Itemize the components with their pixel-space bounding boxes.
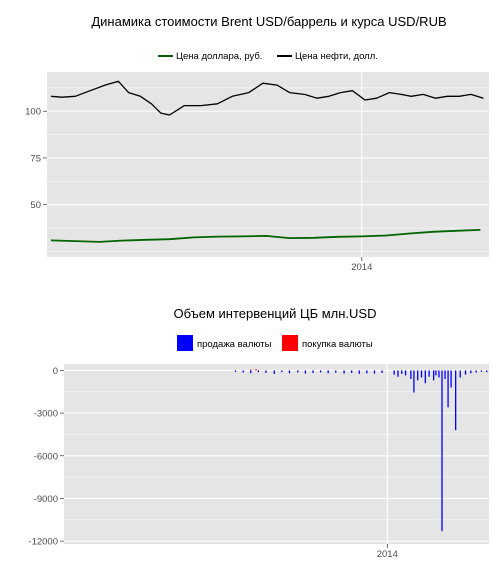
bar-sale xyxy=(281,370,283,373)
chart2-y-axis: -12000 -9000 -6000 -3000 0 xyxy=(28,366,64,548)
bar-sale xyxy=(397,370,399,377)
chart2-legend: продажа валюты покупка валюты xyxy=(177,335,373,351)
chart2-gridlines xyxy=(64,364,489,544)
chart2-y-tick-minus-12000: -12000 xyxy=(28,537,64,548)
bar-sale xyxy=(447,370,449,408)
chart1-y-tick-100: 100 xyxy=(25,107,47,118)
bar-sale xyxy=(351,370,353,373)
chart2-y-tick-label-minus-12000: -12000 xyxy=(28,537,58,548)
bar-sale xyxy=(304,370,307,374)
bar-sale xyxy=(424,370,426,384)
bar-sale xyxy=(441,370,443,532)
bar-sale xyxy=(250,370,252,374)
chart2-y-tick-minus-6000: -6000 xyxy=(34,451,64,462)
chart1-legend-label-oil: Цена нефти, долл. xyxy=(295,51,378,62)
chart1-x-axis: 2014 xyxy=(351,257,372,273)
chart1-gridlines xyxy=(47,72,489,257)
bar-sale xyxy=(455,370,457,431)
chart1-y-axis: 50 75 100 xyxy=(25,107,47,211)
bar-sale xyxy=(464,370,467,375)
bar-purchase xyxy=(255,369,257,371)
chart2-legend-label-sale: продажа валюты xyxy=(197,339,272,350)
chart2-y-tick-label-minus-6000: -6000 xyxy=(34,451,58,462)
chart1-title: Динамика стоимости Brent USD/баррель и к… xyxy=(91,14,446,29)
series-line-brent xyxy=(50,80,484,116)
bar-sale xyxy=(393,370,395,375)
chart1-legend: Цена доллара, руб. Цена нефти, долл. xyxy=(158,51,378,62)
bar-sale xyxy=(480,370,483,372)
bar-sale xyxy=(343,370,345,374)
bar-sale xyxy=(450,370,452,388)
bar-sale xyxy=(401,370,403,374)
chart2-y-tick-label-minus-3000: -3000 xyxy=(34,409,58,420)
bar-sale xyxy=(435,370,437,376)
chart1-x-tick-2014: 2014 xyxy=(351,257,372,273)
chart1-y-tick-50: 50 xyxy=(30,200,47,211)
bar-sale xyxy=(312,370,314,373)
bar-sale xyxy=(297,370,299,373)
bar-sale xyxy=(327,370,329,374)
chart2-title: Объем интервенций ЦБ млн.USD xyxy=(173,306,376,321)
bar-sale xyxy=(438,370,440,378)
bar-sale xyxy=(404,370,407,376)
bar-sale xyxy=(470,370,472,374)
chart2-y-tick-0: 0 xyxy=(53,366,64,377)
bar-sale xyxy=(273,370,275,374)
bar-sale xyxy=(319,370,322,373)
bar-sale xyxy=(242,370,244,373)
chart2-y-tick-label-minus-9000: -9000 xyxy=(34,494,58,505)
chart2-y-tick-minus-3000: -3000 xyxy=(34,409,64,420)
bar-sale xyxy=(265,370,267,373)
bar-sale xyxy=(335,370,337,373)
bar-sale xyxy=(410,370,412,379)
chart1-legend-label-usd: Цена доллара, руб. xyxy=(176,51,262,62)
bar-sale xyxy=(381,370,383,373)
chart2-plot-panel xyxy=(64,364,489,544)
bar-sale xyxy=(428,370,430,377)
bar-sale xyxy=(366,370,368,374)
bar-sale xyxy=(459,370,461,378)
bar-sale xyxy=(417,370,419,381)
chart2-legend-key-sale xyxy=(177,335,193,351)
chart1-y-tick-label-75: 75 xyxy=(30,153,41,164)
chart2-bars xyxy=(234,369,488,532)
chart2-legend-key-purchase xyxy=(282,335,298,351)
bar-sale xyxy=(358,370,360,374)
chart1-x-tick-label-2014: 2014 xyxy=(351,262,372,273)
bar-sale xyxy=(475,370,477,373)
bar-sale xyxy=(288,370,291,374)
bar-sale xyxy=(420,370,423,378)
chart2-x-tick-2014: 2014 xyxy=(377,544,398,560)
bar-sale xyxy=(433,370,435,381)
bar-sale xyxy=(234,370,237,372)
chart1-plot-panel xyxy=(47,72,489,257)
chart1-y-tick-label-100: 100 xyxy=(25,107,41,118)
bar-sale xyxy=(413,370,415,393)
bar-sale xyxy=(444,370,446,379)
series-line-usd-rub xyxy=(50,229,481,243)
bar-sale xyxy=(373,370,376,374)
bar-purchase xyxy=(250,369,252,371)
chart2-legend-label-purchase: покупка валюты xyxy=(302,339,373,350)
chart1-y-tick-75: 75 xyxy=(30,153,47,164)
chart-oil-rub: Динамика стоимости Brent USD/баррель и к… xyxy=(25,14,489,273)
chart2-x-tick-label-2014: 2014 xyxy=(377,549,398,560)
chart2-y-tick-minus-9000: -9000 xyxy=(34,494,64,505)
bar-sale xyxy=(257,370,259,373)
chart2-x-axis: 2014 xyxy=(377,544,398,560)
chart2-y-tick-label-0: 0 xyxy=(53,366,58,377)
chart1-y-tick-label-50: 50 xyxy=(30,200,41,211)
chart-interventions: Объем интервенций ЦБ млн.USD продажа вал… xyxy=(28,306,489,560)
bar-sale xyxy=(486,370,488,373)
chart1-series xyxy=(50,80,484,243)
